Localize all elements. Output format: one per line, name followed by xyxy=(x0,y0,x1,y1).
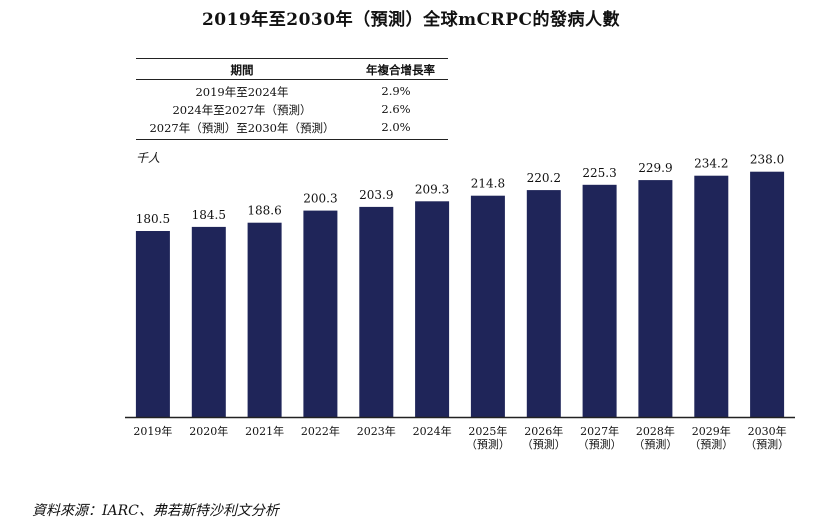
x-tick-label: （預測） xyxy=(522,437,566,451)
x-tick-label: （預測） xyxy=(578,437,622,451)
table-bottom-rule xyxy=(136,139,448,140)
x-tick-label: 2021年 xyxy=(245,424,284,438)
bar xyxy=(694,175,729,417)
bar xyxy=(638,180,673,417)
bar-value-label: 234.2 xyxy=(694,157,728,171)
bar-chart: 180.5 2019年 184.5 2020年 188.6 2021年 200.3 2022年… xyxy=(125,153,795,451)
table-cell-period: 2024年至2027年（預測） xyxy=(172,103,312,117)
source-note: 資料來源：IARC、弗若斯特沙利文分析 xyxy=(32,503,279,519)
x-tick-label: 2026年 xyxy=(524,424,563,438)
bar xyxy=(247,222,282,417)
x-tick-label: 2019年 xyxy=(133,424,172,438)
table-row: 2019年至2024年 2.9% xyxy=(136,84,448,102)
table-cell-rate: 2.6% xyxy=(381,102,411,116)
bar xyxy=(470,195,505,417)
table-cell-period: 2027年（預測）至2030年（預測） xyxy=(149,121,335,135)
bar xyxy=(750,171,785,417)
table-row: 2024年至2027年（預測） 2.6% xyxy=(136,102,448,120)
x-tick-label: （預測） xyxy=(745,437,789,451)
x-tick-label: 2030年 xyxy=(748,424,787,438)
x-tick-label: 2027年 xyxy=(580,424,619,438)
x-tick-label: 2020年 xyxy=(189,424,228,438)
x-tick-label: 2025年 xyxy=(468,424,507,438)
table-top-rule xyxy=(136,58,448,59)
x-tick-label: 2024年 xyxy=(413,424,452,438)
x-tick-label: （預測） xyxy=(689,437,733,451)
bar xyxy=(303,210,338,417)
table-row: 2027年（預測）至2030年（預測） 2.0% xyxy=(136,120,448,138)
bar-value-label: 200.3 xyxy=(303,192,337,206)
bar xyxy=(415,201,450,417)
table-cell-rate: 2.0% xyxy=(381,120,411,134)
x-tick-label: （預測） xyxy=(466,437,510,451)
x-tick-label: （預測） xyxy=(633,437,677,451)
bar-value-label: 214.8 xyxy=(471,177,505,191)
bar-value-label: 184.5 xyxy=(192,208,226,222)
bar-value-label: 188.6 xyxy=(247,204,281,218)
bar xyxy=(191,226,226,417)
bar xyxy=(135,231,170,417)
table-cell-period: 2019年至2024年 xyxy=(195,85,289,99)
unit-label: 千人 xyxy=(136,151,161,165)
bar-value-label: 225.3 xyxy=(582,166,616,180)
table-header-period: 期間 xyxy=(230,63,254,77)
bar-value-label: 203.9 xyxy=(359,188,393,202)
bar-value-label: 238.0 xyxy=(750,153,784,167)
table-cell-rate: 2.9% xyxy=(381,84,411,98)
chart-title: 2019年至2030年（預測）全球mCRPC的發病人數 xyxy=(201,10,621,30)
x-tick-label: 2023年 xyxy=(357,424,396,438)
x-tick-label: 2022年 xyxy=(301,424,340,438)
x-tick-label: 2029年 xyxy=(692,424,731,438)
bar xyxy=(359,206,394,417)
bar-value-label: 220.2 xyxy=(527,171,561,185)
bar xyxy=(582,184,617,417)
bar-value-label: 180.5 xyxy=(136,212,170,226)
x-tick-label: 2028年 xyxy=(636,424,675,438)
bar-value-label: 229.9 xyxy=(638,161,672,175)
table-header-rule xyxy=(136,79,448,80)
table-header-rate: 年複合增長率 xyxy=(366,63,435,77)
bar-value-label: 209.3 xyxy=(415,182,449,196)
bar xyxy=(526,190,561,417)
